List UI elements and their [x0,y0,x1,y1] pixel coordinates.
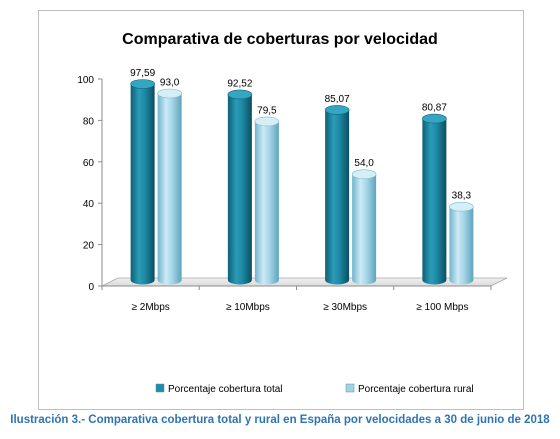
data-label: 79,5 [257,105,277,116]
bar-body [227,94,252,285]
bar-body [325,109,350,285]
axes-layer: 0 20 40 60 80 100 ≥ 2Mbps ≥ 10Mbps ≥ 30Mbps ≥ 100… [77,75,508,313]
x-tick-label: ≥ 2Mbps [131,302,169,313]
bar-total [422,113,447,285]
legend-swatch [345,383,355,393]
y-tick-label: 0 [88,282,94,293]
bar-body [352,174,377,285]
y-tick-label: 60 [83,158,95,169]
chart-svg: Comparativa de coberturas por velocidad … [77,31,508,395]
bar-body [157,93,182,285]
data-label: 85,07 [325,94,350,105]
bar-total [324,105,350,285]
bar-total [130,79,155,285]
bar-cap [227,89,253,100]
data-label: 97,59 [130,68,155,79]
bar-rural [449,201,474,285]
figure-caption: Ilustración 3.- Comparativa cobertura to… [10,414,550,426]
chart-frame: Comparativa de coberturas por velocidad … [38,10,524,410]
x-tick-label: ≥ 100 Mbps [416,302,468,313]
bar-cap [449,201,474,212]
data-label: 54,0 [354,158,374,169]
x-tick-label: ≥ 10Mbps [226,302,270,313]
y-tick-label: 100 [77,75,94,86]
data-label: 93,0 [160,77,180,88]
bar-cap [351,169,377,180]
data-label: 92,52 [227,78,252,89]
legend-entry: Porcentaje cobertura rural [358,384,474,395]
bar-total [227,89,253,285]
bar-rural [157,88,182,285]
labels-layer: 97,59 93,0 92,52 79,5 85,07 54,0 80,87 38,3 [130,68,471,202]
bar-body [422,118,447,285]
y-tick-label: 80 [83,116,95,127]
data-label: 38,3 [452,191,472,202]
bar-cap [254,116,280,127]
y-tick-label: 20 [83,241,95,252]
bar-rural [351,169,377,285]
bar-body [130,83,155,285]
legend-swatch [155,383,165,393]
bar-cap [324,105,350,115]
data-label: 80,87 [422,103,447,114]
bar-body [449,206,474,285]
legend-entry: Porcentaje cobertura total [168,384,283,395]
bar-cap [157,88,182,99]
bar-rural [254,116,280,285]
x-tick-label: ≥ 30Mbps [323,302,367,313]
y-tick-label: 40 [83,199,95,210]
bar-cap [130,79,155,89]
legend: Porcentaje cobertura total Porcentaje cob… [155,383,474,395]
chart-title: Comparativa de coberturas por velocidad [122,31,438,48]
bar-cap [422,113,447,124]
bars-layer [130,79,474,285]
bar-body [254,121,279,285]
